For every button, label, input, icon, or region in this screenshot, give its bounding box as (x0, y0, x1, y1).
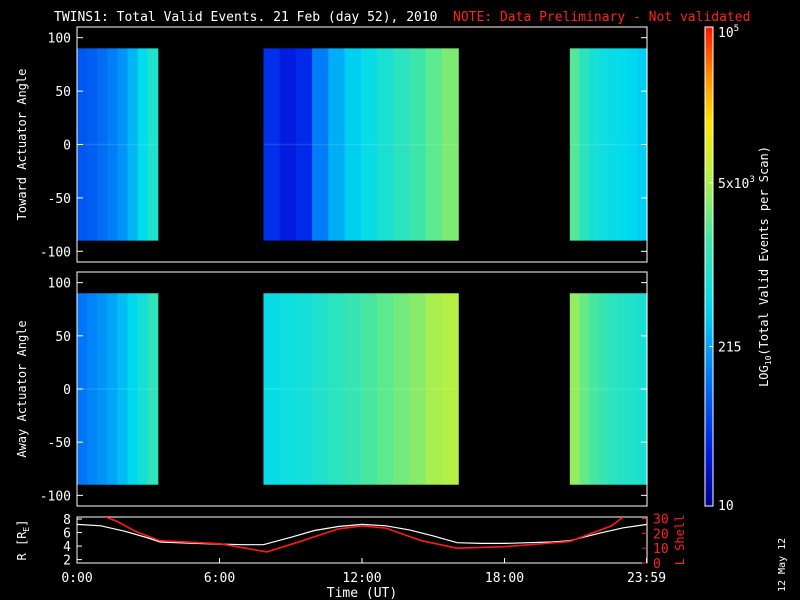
y-tick-label: 50 (55, 330, 71, 345)
heatmap-cell (295, 48, 313, 241)
l-shell-line (105, 517, 624, 553)
x-tick-label: 12:00 (342, 571, 381, 586)
heatmap-cell (147, 293, 159, 485)
heatmap-cell (377, 48, 394, 241)
heatmap-cell (312, 48, 329, 241)
y-tick-label-left: 6 (63, 527, 71, 542)
heatmap-cell (627, 293, 638, 485)
heatmap-cell (127, 293, 139, 485)
colorbar-tick-label: 105 (718, 24, 739, 41)
away-panel: 100 50 0 -50 -100 Away Actuator Angle (15, 271, 648, 507)
l-shell-axis-label: L Shell (673, 515, 687, 566)
heatmap-cell (377, 293, 394, 485)
colorbar: 105 5x103 215 10 LOG10(Total Valid Events pe… (704, 24, 773, 514)
y-tick-label-right: 20 (653, 527, 669, 542)
heatmap-cell (608, 48, 619, 241)
heatmap-cell (263, 293, 281, 485)
heatmap-cell (589, 48, 600, 241)
heatmap-cell (598, 48, 610, 241)
heatmap-cell (608, 293, 619, 485)
heatmap-cell (360, 293, 378, 485)
heatmap-cell (441, 48, 459, 241)
heatmap-cell (117, 48, 129, 241)
heatmap-cell (360, 48, 378, 241)
heatmap-cell (127, 48, 139, 241)
heatmap-cell (393, 48, 411, 241)
y-tick-label: 0 (63, 139, 71, 154)
heatmap-cell (312, 293, 329, 485)
heatmap-cell (344, 48, 362, 241)
y-tick-label-left: 2 (63, 554, 71, 569)
toward-panel: 100 50 0 -50 -100 Toward Actuator Angle (15, 26, 648, 263)
heatmap-cell (589, 293, 600, 485)
y-tick-label-right: 30 (653, 512, 669, 527)
heatmap-cell (137, 293, 149, 485)
heatmap-cell (618, 293, 629, 485)
heatmap-cell (393, 293, 411, 485)
heatmap-cell (579, 48, 590, 241)
heatmap-cell (147, 48, 159, 241)
heatmap-cell (409, 48, 427, 241)
heatmap-cell (328, 293, 346, 485)
colorbar-tick-label: 10 (718, 499, 734, 514)
y-tick-label: -50 (48, 436, 71, 451)
y-tick-label: 50 (55, 85, 71, 100)
heatmap-cell (425, 293, 443, 485)
r-axis-label: R [RE] (15, 520, 31, 561)
heatmap-cell (569, 48, 581, 241)
chart-title: TWINS1: Total Valid Events. 21 Feb (day … (54, 10, 438, 25)
x-tick-label: 6:00 (204, 571, 235, 586)
colorbar-tick-label: 215 (718, 340, 741, 355)
y-tick-label-right: 10 (653, 542, 669, 557)
y-tick-label: -100 (40, 489, 71, 504)
heatmap-cell (107, 48, 118, 241)
radial-distance-line (77, 523, 647, 546)
heatmap-cell (425, 48, 443, 241)
heatmap-cell (279, 293, 297, 485)
heatmap-cell (263, 48, 281, 241)
colorbar-label: LOG10(Total Valid Events per Scan) (757, 146, 773, 387)
heatmap-cell (569, 293, 581, 485)
heatmap-cell (279, 48, 297, 241)
y-tick-label-left: 8 (63, 513, 71, 528)
heatmap-cell (295, 293, 313, 485)
heatmap-cell (409, 293, 427, 485)
x-axis-label: Time (UT) (327, 586, 397, 600)
y-tick-label: -50 (48, 192, 71, 207)
heatmap-cell (344, 293, 362, 485)
heatmap-cell (117, 293, 129, 485)
heatmap-cell (87, 293, 98, 485)
y-tick-label: 0 (63, 383, 71, 398)
y-tick-label: 100 (48, 277, 71, 292)
heatmap-cell (328, 48, 346, 241)
heatmap-cell (441, 293, 459, 485)
colorbar-tick-label: 5x103 (718, 175, 755, 192)
x-tick-label: 23:59 (627, 571, 666, 586)
heatmap-cell (107, 293, 118, 485)
y-axis-label: Away Actuator Angle (15, 320, 29, 457)
heatmap-cell (137, 48, 149, 241)
x-tick-label: 18:00 (485, 571, 524, 586)
colorbar-scale (704, 26, 714, 507)
heatmap-cell (618, 48, 629, 241)
y-axis-label: Toward Actuator Angle (15, 69, 29, 221)
heatmap-cell (579, 293, 590, 485)
x-tick-label: 0:00 (61, 571, 92, 586)
preliminary-note: NOTE: Data Preliminary - Not validated (453, 10, 750, 25)
y-tick-label-left: 4 (63, 540, 71, 555)
y-tick-label-right: 0 (653, 557, 661, 572)
y-tick-label: 100 (48, 32, 71, 47)
y-tick-label: -100 (40, 245, 71, 260)
heatmap-cell (598, 293, 610, 485)
heatmap-cell (87, 48, 98, 241)
heatmap-cell (97, 48, 108, 241)
date-stamp: 12 May 12 (777, 538, 788, 592)
heatmap-cell (97, 293, 108, 485)
heatmap-cell (627, 48, 638, 241)
